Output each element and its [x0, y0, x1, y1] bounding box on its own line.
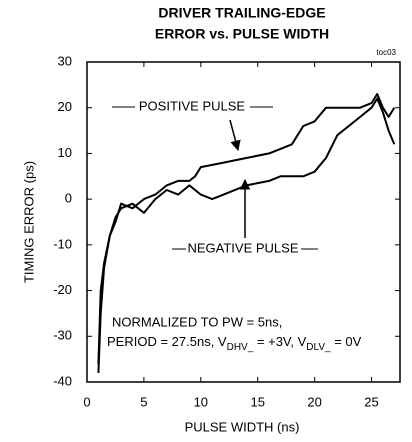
y-tick-label: -10: [53, 236, 72, 251]
x-tick-label: 0: [83, 394, 90, 409]
chart-title: ERROR vs. PULSE WIDTH: [155, 26, 329, 42]
note: NORMALIZED TO PW = 5ns,: [112, 314, 282, 329]
x-axis-label: PULSE WIDTH (ns): [185, 419, 300, 434]
x-tick-label: 5: [140, 394, 147, 409]
y-tick-label: -30: [53, 328, 72, 343]
x-tick-label: 10: [194, 394, 208, 409]
series-label: POSITIVE PULSE: [139, 98, 246, 113]
series-label: NEGATIVE PULSE: [187, 240, 298, 255]
figure-id: toc03: [376, 48, 396, 57]
y-tick-label: 10: [58, 145, 72, 160]
note-subscript: DHV_: [227, 342, 254, 353]
x-tick-label: 15: [250, 394, 264, 409]
plot-frame: [86, 61, 401, 383]
chart-title: DRIVER TRAILING-EDGE: [158, 5, 325, 21]
x-tick-label: 20: [307, 394, 321, 409]
series-line: [97, 97, 396, 364]
note-part: = 0V: [331, 334, 362, 349]
series-line: [97, 93, 396, 373]
y-tick-label: 30: [58, 53, 72, 68]
note-part: PERIOD = 27.5ns, V: [107, 334, 227, 349]
note-subscript: DLV_: [306, 342, 331, 353]
y-tick-label: -20: [53, 282, 72, 297]
note: PERIOD = 27.5ns, VDHV_ = +3V, VDLV_ = 0V: [107, 334, 362, 352]
y-tick-label: 20: [58, 99, 72, 114]
note-part: = +3V, V: [253, 334, 306, 349]
y-axis-label: TIMING ERROR (ps): [21, 161, 36, 283]
y-tick-label: -40: [53, 373, 72, 388]
x-tick-label: 25: [364, 394, 378, 409]
y-tick-label: 0: [65, 191, 72, 206]
plot-area: [97, 93, 396, 373]
arrow: [229, 119, 241, 152]
